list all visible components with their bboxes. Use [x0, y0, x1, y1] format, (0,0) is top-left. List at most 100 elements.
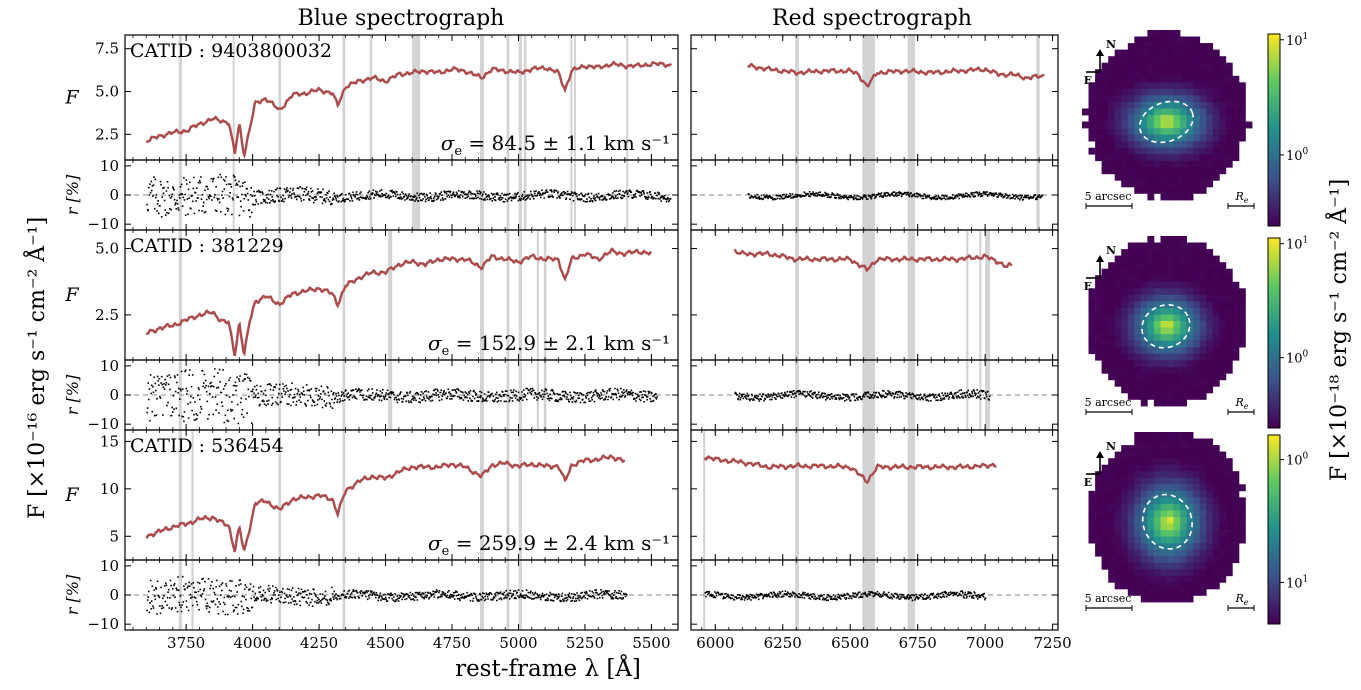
map-pixel [1225, 530, 1233, 537]
map-pixel [1160, 236, 1168, 243]
tick-exponent: 0 [1303, 350, 1309, 360]
map-pixel [1127, 255, 1135, 263]
map-pixel [1199, 360, 1207, 368]
map-pixel [1206, 334, 1214, 341]
map-pixel [1108, 288, 1116, 296]
map-pixel [1147, 510, 1155, 518]
map-pixel [1114, 108, 1122, 116]
map-pixel [1212, 523, 1220, 531]
map-pixel [1153, 458, 1161, 466]
map-pixel [1134, 294, 1142, 302]
map-pixel [1160, 575, 1168, 583]
map-pixel [1127, 588, 1135, 596]
map-pixel [1180, 575, 1187, 583]
map-pixel [1153, 432, 1161, 439]
map-pixel [1140, 101, 1148, 109]
map-pixel [1088, 347, 1096, 355]
map-pixel [1160, 503, 1168, 511]
map-pixel [1121, 268, 1129, 276]
map-pixel [1095, 510, 1102, 518]
map-pixel [1173, 458, 1181, 466]
map-pixel [1121, 451, 1129, 459]
map-pixel [1108, 523, 1116, 531]
map-pixel [1186, 314, 1194, 322]
map-pixel [1095, 128, 1102, 135]
map-pixel [1108, 128, 1116, 135]
map-pixel [1186, 595, 1194, 603]
map-pixel [1186, 88, 1194, 96]
map-pixel [1167, 147, 1174, 155]
map-pixel [1180, 275, 1187, 283]
map-pixel [1134, 268, 1142, 276]
map-pixel [1101, 477, 1109, 485]
map-pixel [1186, 262, 1194, 270]
map-pixel [1225, 314, 1233, 322]
map-pixel [1193, 167, 1201, 175]
map-pixel [1108, 101, 1116, 109]
x-tick-label: 4250 [300, 634, 338, 652]
map-pixel [1127, 327, 1135, 335]
map-pixel [1160, 186, 1168, 194]
map-pixel [1193, 510, 1201, 518]
map-pixel [1167, 353, 1174, 361]
map-pixel [1186, 432, 1194, 439]
map-pixel [1186, 180, 1194, 188]
map-pixel [1160, 56, 1168, 64]
sigma-subscript: e [454, 144, 462, 159]
map-pixel [1147, 255, 1155, 263]
map-pixel [1225, 294, 1233, 302]
map-pixel [1199, 186, 1207, 194]
map-pixel [1193, 582, 1201, 590]
map-pixel [1160, 141, 1168, 149]
model-spectrum [703, 455, 997, 485]
map-pixel [1153, 314, 1161, 322]
map-pixel [1186, 588, 1194, 596]
map-pixel [1108, 510, 1116, 518]
map-pixel [1219, 523, 1227, 531]
map-pixel [1140, 445, 1148, 452]
map-pixel [1232, 334, 1240, 341]
map-pixel [1199, 569, 1207, 577]
map-pixel [1225, 62, 1233, 70]
map-pixel [1147, 108, 1155, 116]
map-pixel [1232, 477, 1240, 485]
mask-band [985, 360, 990, 430]
map-pixel [1193, 340, 1201, 348]
map-pixel [1219, 347, 1227, 355]
map-pixel [1088, 321, 1096, 328]
map-pixel [1206, 268, 1214, 276]
map-pixel [1212, 503, 1220, 511]
map-pixel [1206, 43, 1214, 50]
x-tick-label: 6500 [831, 634, 869, 652]
map-pixel [1212, 154, 1220, 162]
map-pixel [1199, 471, 1207, 479]
map-pixel [1160, 115, 1168, 122]
map-pixel [1238, 523, 1246, 531]
map-pixel [1095, 88, 1102, 96]
map-pixel [1238, 314, 1246, 322]
map-pixel [1225, 327, 1233, 335]
map-pixel [1173, 56, 1181, 64]
map-pixel [1147, 36, 1155, 44]
map-pixel [1140, 281, 1148, 289]
tick-exponent: 0 [1303, 452, 1309, 462]
map-pixel [1238, 510, 1246, 518]
map-pixel [1186, 160, 1194, 168]
sigma-value: = 152.9 ± 2.1 km s⁻¹ [449, 331, 670, 355]
map-pixel [1173, 193, 1181, 201]
map-pixel [1127, 43, 1135, 50]
map-pixel [1134, 49, 1142, 57]
map-pixel [1134, 360, 1142, 368]
map-pixel [1219, 75, 1227, 83]
map-pixel [1140, 484, 1148, 492]
map-pixel [1219, 321, 1227, 328]
map-pixel [1160, 69, 1168, 77]
map-pixel [1180, 556, 1187, 564]
map-pixel [1206, 101, 1214, 109]
map-pixel [1173, 549, 1181, 557]
flux-axis-label: F [64, 484, 79, 506]
map-pixel [1206, 366, 1214, 374]
map-pixel [1108, 160, 1116, 168]
map-pixel [1173, 517, 1181, 524]
map-pixel [1140, 373, 1148, 381]
